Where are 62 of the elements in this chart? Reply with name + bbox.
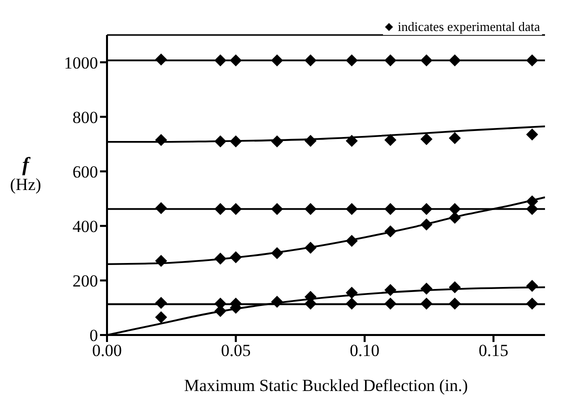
point: [271, 54, 284, 66]
x-tick-label: 0.15: [478, 341, 508, 360]
point: [304, 242, 317, 254]
y-tick-label: 1000: [64, 53, 98, 72]
point: [526, 298, 538, 310]
point: [304, 54, 317, 66]
point: [271, 203, 284, 215]
point: [271, 296, 284, 308]
point: [214, 203, 226, 215]
point: [448, 54, 461, 66]
legend-label: indicates experimental data: [398, 19, 540, 35]
point: [448, 281, 461, 294]
y-tick-label: 800: [72, 108, 98, 127]
point: [304, 203, 317, 215]
point: [448, 298, 461, 310]
point: [346, 234, 358, 247]
point: [420, 218, 432, 231]
point: [448, 132, 461, 144]
y-tick-label: 400: [72, 216, 98, 236]
point: [420, 298, 432, 310]
point: [420, 282, 432, 295]
point: [230, 54, 242, 66]
point: [155, 54, 168, 66]
point: [346, 134, 358, 147]
point: [384, 284, 396, 296]
point: [230, 251, 242, 264]
point: [214, 135, 226, 148]
point: [214, 252, 226, 265]
point: [384, 54, 396, 66]
y-tick-label: 600: [72, 162, 98, 182]
point: [155, 311, 168, 324]
point: [526, 54, 538, 66]
point: [384, 134, 396, 146]
point: [155, 296, 168, 309]
x-tick-label: 0.10: [350, 341, 380, 360]
y-tick-label: 200: [72, 271, 98, 290]
point: [384, 203, 396, 215]
point: [346, 203, 358, 215]
point: [526, 128, 538, 141]
point: [155, 134, 168, 146]
point: [384, 225, 396, 238]
point: [346, 54, 358, 66]
point: [420, 54, 432, 66]
point: [448, 203, 461, 215]
x-axis-title: Maximum Static Buckled Deflection (in.): [184, 376, 468, 395]
y-axis-title: f (Hz): [10, 154, 42, 194]
point: [448, 212, 461, 224]
point: [384, 298, 396, 310]
point: [230, 135, 242, 148]
point: [271, 135, 284, 148]
point: [155, 202, 168, 214]
point: [346, 286, 358, 299]
point: [346, 298, 358, 310]
point: [526, 280, 538, 292]
point: [230, 203, 242, 215]
point: [420, 203, 432, 215]
point: [155, 254, 168, 267]
point: [304, 134, 317, 147]
point: [420, 133, 432, 146]
point: [214, 54, 226, 66]
point: [271, 247, 284, 260]
x-tick-label: 0.05: [220, 341, 251, 360]
